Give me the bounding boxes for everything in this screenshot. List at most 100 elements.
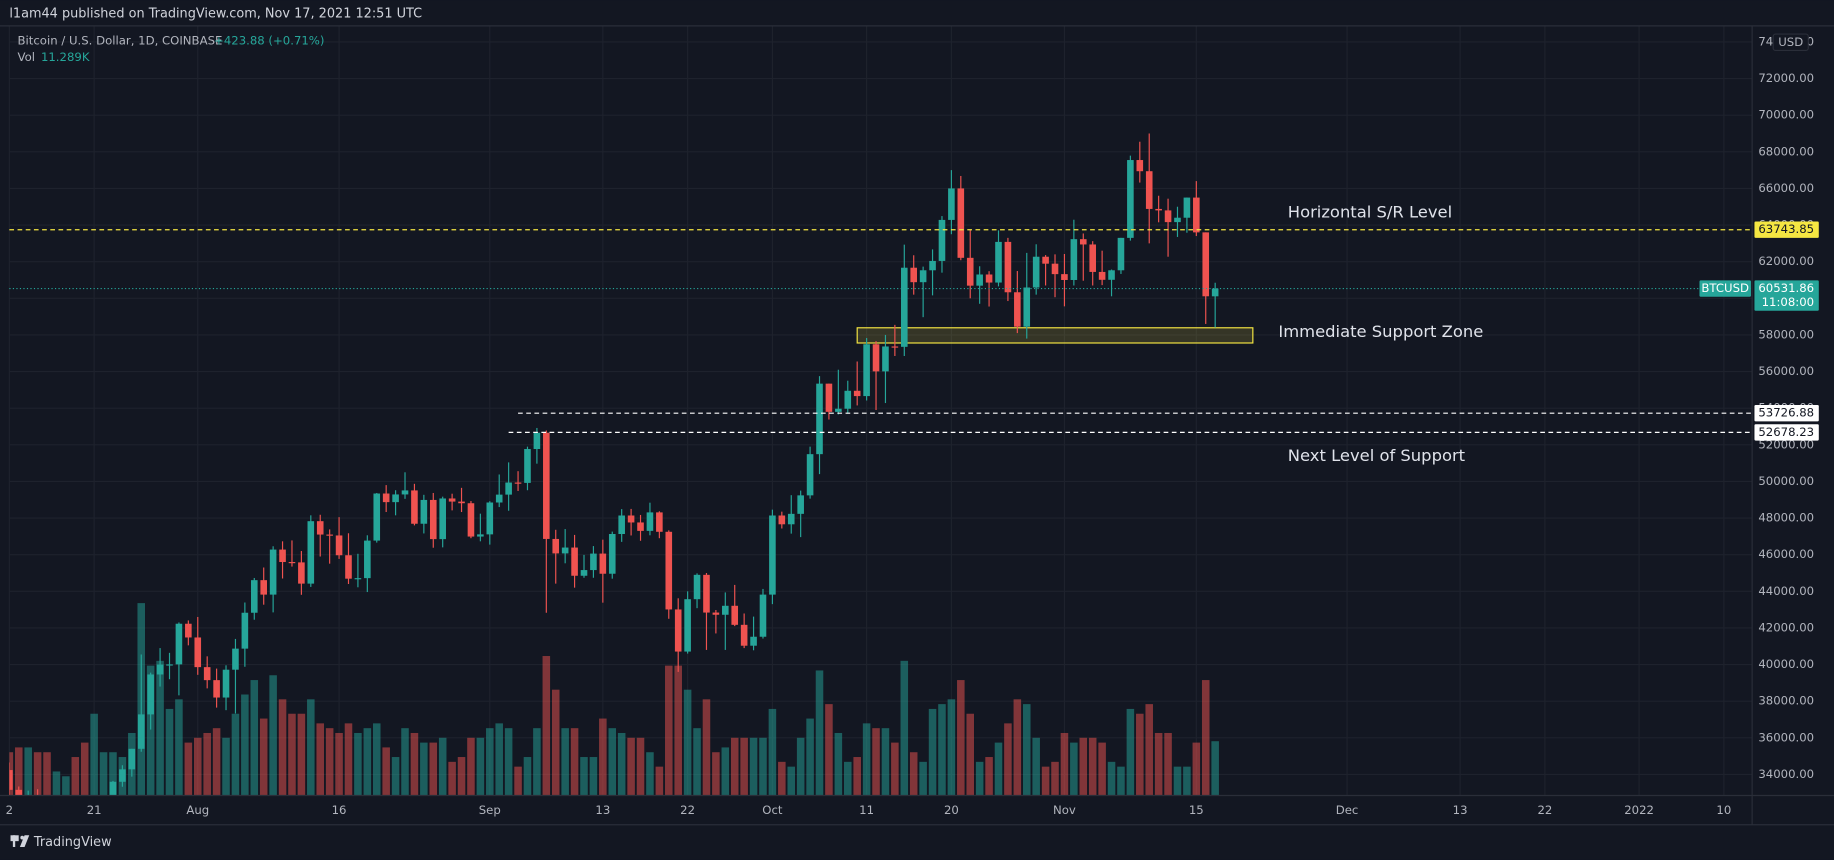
volume-bar [316, 723, 324, 796]
footer-brand: TradingView [33, 835, 112, 850]
candle-body [900, 267, 908, 347]
y-tick-label: 68000.00 [1758, 144, 1814, 158]
volume-bar [90, 713, 98, 796]
annotation: Horizontal S/R Level [1288, 203, 1452, 222]
candle-body [590, 553, 597, 571]
candle-body [1202, 232, 1210, 297]
candle-body [354, 578, 362, 580]
volume-bar [1126, 708, 1135, 796]
volume-bar [646, 752, 654, 796]
volume-bar [1013, 699, 1022, 796]
candle-body [891, 346, 899, 348]
candle-body [279, 549, 286, 563]
volume-bar [467, 737, 475, 796]
candle-body [835, 408, 842, 412]
volume-bar [1060, 732, 1069, 796]
volume-bar [514, 766, 522, 796]
candle-body [910, 267, 918, 283]
candle-body [929, 260, 936, 271]
candle-body [769, 515, 776, 595]
candle-body [467, 503, 475, 537]
currency-badge [1772, 33, 1809, 52]
candle-body [722, 605, 729, 615]
candle-body [288, 562, 296, 564]
volume-bar [231, 713, 240, 796]
y-tick-label: 44000.00 [1758, 584, 1814, 598]
volume-bar [457, 757, 466, 796]
candle-body [731, 605, 739, 625]
x-tick-label: 20 [944, 803, 959, 817]
volume-bar [372, 723, 381, 796]
x-tick-label: 13 [595, 803, 610, 817]
x-tick-label: Dec [1336, 803, 1359, 817]
volume-bar [872, 728, 880, 796]
countdown-label: 11:08:00 [1762, 295, 1815, 309]
volume-bar [288, 713, 296, 796]
candle-body [627, 515, 635, 523]
candle-body [938, 219, 946, 261]
volume-bar [33, 752, 42, 796]
volume-bar [448, 761, 456, 796]
candle-body [128, 748, 136, 770]
volume-bar [1070, 742, 1078, 796]
candle-body [1004, 241, 1012, 293]
candle-body [213, 680, 220, 698]
volume-bar [109, 752, 117, 796]
candle-body [232, 648, 239, 670]
candle-body [505, 482, 512, 495]
candle-body [241, 612, 249, 649]
candle-body [995, 241, 1002, 283]
candle-body [316, 521, 324, 535]
volume-bar [693, 728, 701, 796]
volume-bar [250, 680, 259, 796]
volume-bar [749, 737, 758, 796]
volume-bar [259, 718, 268, 796]
candle-body [429, 499, 437, 540]
x-tick-label: 11 [859, 803, 874, 817]
volume-bar [80, 742, 89, 796]
candle-body [552, 538, 560, 554]
candle-body [919, 270, 927, 283]
level-badge [1754, 221, 1819, 238]
candle-body [477, 534, 484, 537]
candle-body [269, 549, 277, 595]
candle-body [1014, 292, 1021, 327]
x-tick-label: 2022 [1624, 803, 1654, 817]
annotation: Immediate Support Zone [1278, 322, 1483, 341]
volume-bar [938, 704, 946, 796]
y-tick-label: 66000.00 [1758, 181, 1814, 195]
candle-body [1108, 270, 1115, 280]
volume-bar [994, 742, 1003, 796]
volume-bar [957, 680, 965, 796]
candle-body [825, 383, 833, 412]
volume-bar [523, 757, 532, 796]
volume-bar [307, 699, 315, 796]
volume-bar [1004, 723, 1012, 796]
volume-bar [853, 757, 861, 796]
candle-body [1061, 274, 1068, 280]
candle-body [1164, 210, 1172, 223]
candle-body [684, 599, 691, 652]
volume-bar [71, 757, 80, 796]
volume-bar [796, 737, 805, 796]
candle-body [816, 383, 823, 455]
candle-body [674, 609, 682, 652]
volume-bar [222, 737, 230, 796]
candle-body [797, 495, 804, 514]
volume-bar [1107, 761, 1116, 796]
volume-bar [62, 776, 70, 796]
candle-body [401, 490, 409, 495]
volume-bar [561, 728, 569, 796]
volume-bar [354, 732, 362, 796]
currency-label: USD [1778, 35, 1803, 49]
y-tick-label: 40000.00 [1758, 657, 1814, 671]
y-tick-label: 62000.00 [1758, 254, 1814, 268]
candle-body [976, 274, 983, 286]
volume-bar [834, 732, 843, 796]
candle-body [1145, 171, 1153, 209]
volume-bar [683, 689, 692, 796]
x-tick-label: 21 [87, 803, 102, 817]
volume-bar [297, 713, 306, 796]
x-tick-label: 16 [332, 803, 347, 817]
